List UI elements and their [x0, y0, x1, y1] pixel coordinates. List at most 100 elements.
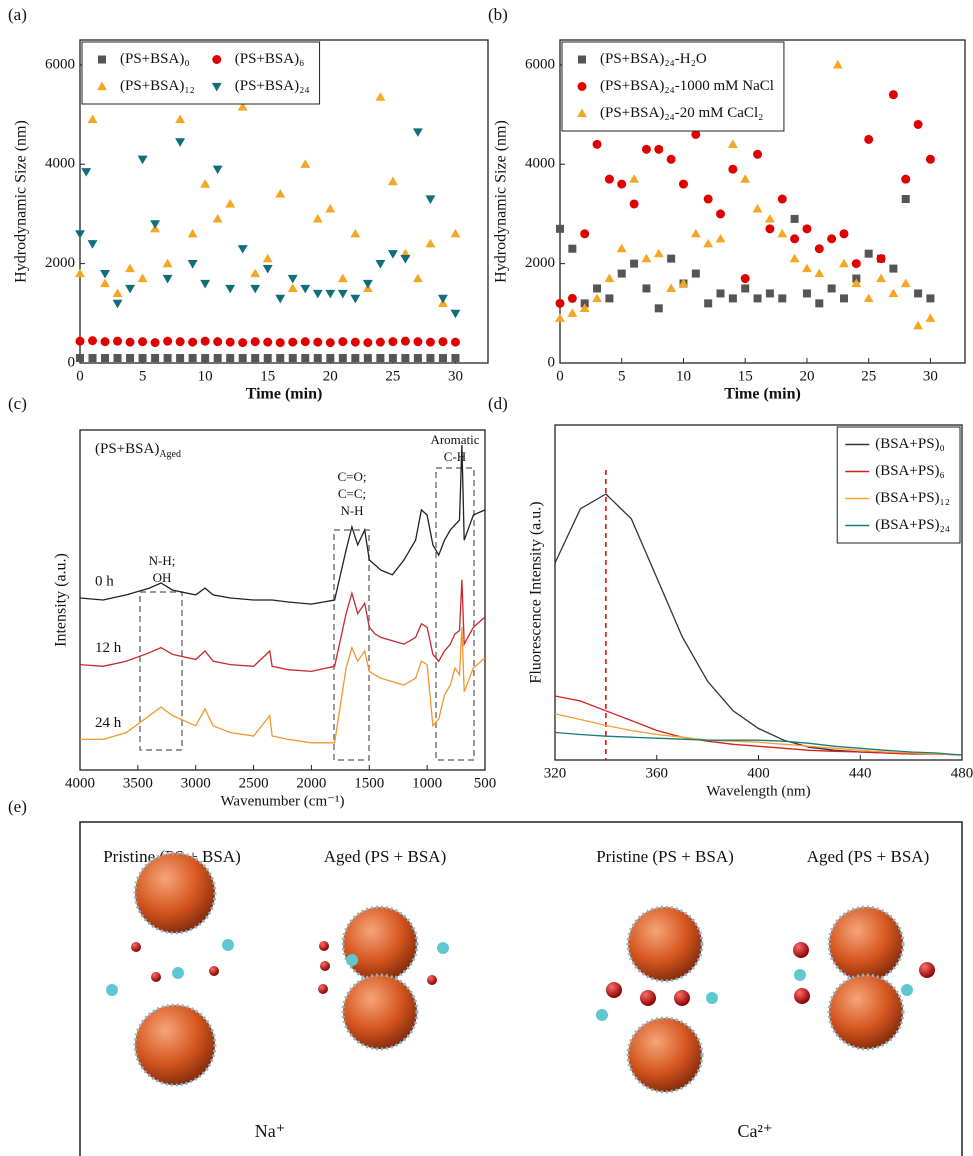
point	[629, 174, 640, 183]
point	[112, 299, 123, 309]
point	[716, 289, 725, 298]
point	[187, 260, 198, 269]
point	[337, 273, 348, 283]
point	[555, 298, 565, 308]
point	[790, 234, 800, 244]
point	[741, 284, 750, 293]
annotation: N-H;	[149, 553, 176, 568]
point	[138, 354, 147, 363]
point	[876, 273, 886, 283]
ion-label: Ca²⁺	[738, 1121, 773, 1141]
point	[579, 303, 590, 312]
x-tick-label: 20	[799, 368, 814, 384]
point	[288, 354, 297, 363]
x-tick-label: 25	[385, 368, 400, 384]
y-tick-label: 6000	[525, 56, 555, 72]
sample-name: (PS+BSA)	[95, 441, 159, 457]
point	[451, 354, 460, 363]
point	[839, 294, 848, 303]
point	[593, 284, 602, 293]
highlight-box	[333, 529, 370, 761]
legend-marker	[577, 82, 587, 91]
point	[401, 354, 410, 363]
legend-label: (PS+BSA)₂₄-1000 mM NaCl	[600, 78, 774, 94]
point	[412, 273, 423, 283]
point	[275, 338, 285, 348]
line	[79, 444, 486, 605]
point	[350, 294, 361, 304]
point	[88, 354, 97, 363]
point	[376, 354, 385, 363]
legend-marker	[211, 82, 222, 92]
point	[913, 119, 923, 129]
x-tick-label: 30	[448, 368, 463, 384]
point	[113, 354, 122, 363]
x-tick-label: 30	[923, 368, 938, 384]
point	[413, 354, 422, 363]
point	[864, 134, 874, 144]
x-tick-label: 1500	[354, 775, 384, 791]
point	[450, 337, 460, 347]
x-axis-label: Time (min)	[724, 386, 801, 403]
x-tick-label: 400	[747, 765, 770, 781]
point	[350, 228, 361, 238]
y-tick-label: 4000	[45, 156, 75, 172]
point	[740, 174, 751, 183]
point	[100, 337, 110, 347]
point	[815, 299, 824, 308]
point	[263, 354, 272, 363]
point	[262, 264, 273, 274]
particles	[133, 851, 905, 1094]
y-axis-label: Hydrodynamic Size (nm)	[493, 120, 510, 283]
point	[413, 337, 423, 347]
point	[113, 336, 123, 346]
y-tick-label: 6000	[45, 56, 75, 72]
point	[125, 263, 136, 273]
point	[827, 234, 837, 244]
point	[275, 294, 286, 304]
x-tick-label: 500	[474, 775, 497, 791]
point	[137, 273, 148, 283]
point	[863, 293, 874, 302]
point	[250, 337, 260, 347]
point	[425, 337, 435, 347]
water-molecules	[106, 939, 913, 1021]
point	[901, 174, 911, 184]
point	[630, 259, 639, 268]
legend-label: (BSA+PS)₀	[875, 436, 945, 452]
point	[690, 228, 701, 238]
point	[789, 253, 800, 263]
x-tick-label: 5	[618, 368, 626, 384]
legend-label: (PS+BSA)₀	[120, 51, 190, 67]
legend-marker	[98, 55, 106, 64]
point	[301, 354, 310, 363]
point	[592, 293, 602, 302]
point	[400, 255, 411, 264]
point	[888, 90, 898, 100]
point	[790, 214, 799, 223]
point	[450, 228, 461, 238]
line	[554, 731, 963, 756]
series-label: 0 h	[95, 573, 114, 589]
legend-label: (PS+BSA)₂₄-H₂O	[600, 51, 707, 67]
legend-label: (PS+BSA)₂₄-20 mM CaCl₂	[600, 105, 763, 121]
group-label: Aged (PS + BSA)	[324, 847, 446, 866]
x-axis-label: Time (min)	[246, 386, 323, 403]
point	[691, 129, 701, 139]
point	[200, 279, 211, 289]
legend-label: (PS+BSA)₂₄	[235, 78, 310, 94]
point	[225, 284, 236, 294]
panel-label: (c)	[8, 394, 27, 413]
point	[913, 320, 924, 330]
point	[87, 114, 98, 124]
point	[387, 250, 398, 259]
point	[101, 354, 110, 363]
highlight-box	[435, 467, 475, 761]
point	[926, 294, 935, 303]
point	[112, 288, 123, 298]
annotation: C=C;	[338, 486, 366, 501]
point	[325, 289, 336, 299]
point	[568, 244, 577, 253]
point	[876, 254, 886, 264]
point	[100, 269, 110, 279]
